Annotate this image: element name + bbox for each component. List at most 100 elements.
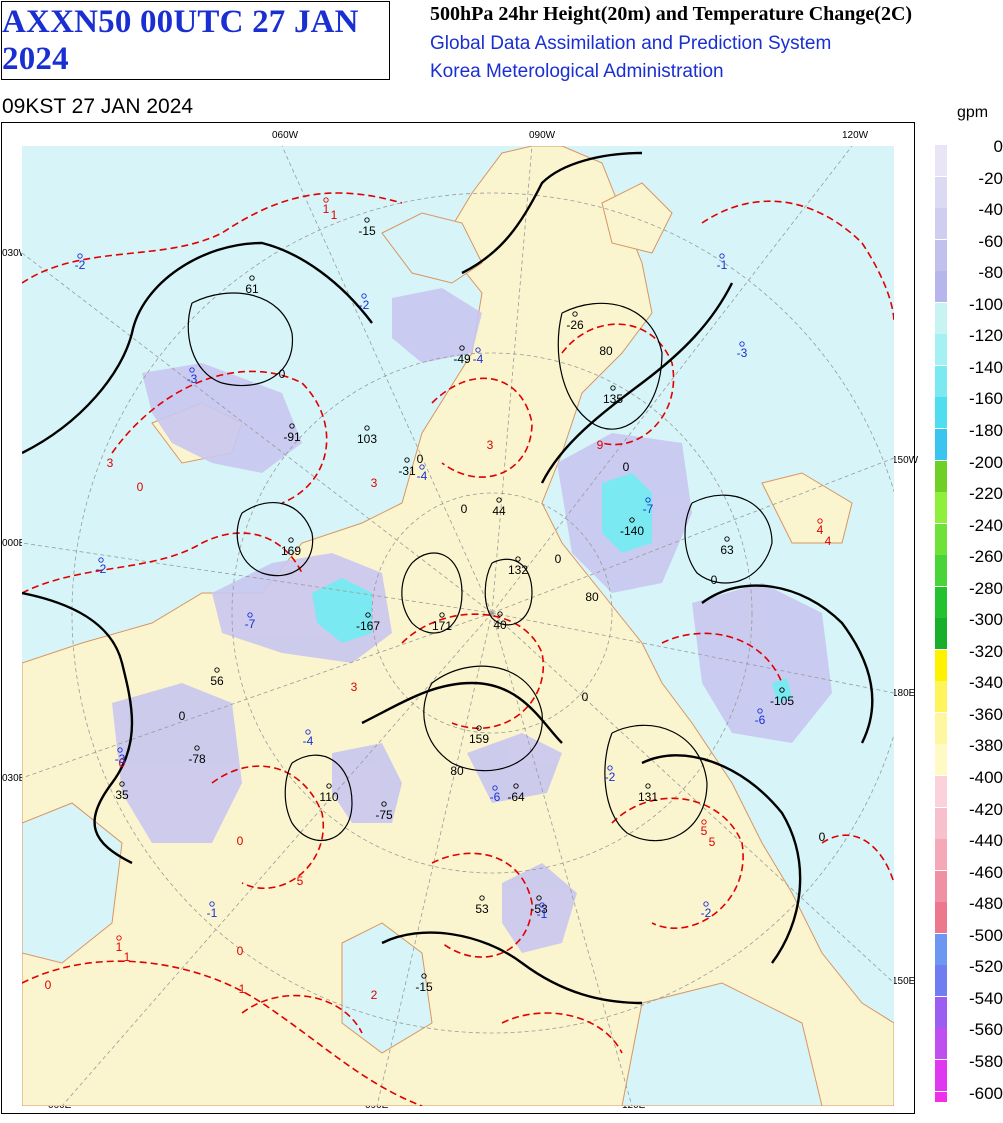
center-marker (610, 385, 616, 391)
height-change-center: -31 (398, 464, 416, 478)
legend-label: -120 (968, 326, 1003, 346)
legend-swatch (935, 1091, 947, 1102)
legend-entry: -460 (935, 863, 1003, 902)
center-marker (739, 341, 745, 347)
center-marker (419, 464, 425, 470)
legend-label: -600 (968, 1083, 1003, 1103)
chart-title: 500hPa 24hr Height(20m) and Temperature … (430, 3, 913, 25)
legend-entry: -500 (935, 926, 1003, 965)
legend-entry: -440 (935, 831, 1003, 871)
legend-swatch (935, 933, 947, 965)
temperature-change-center: -7 (643, 502, 654, 516)
center-marker (439, 612, 445, 618)
legend-entry: -400 (935, 768, 1003, 807)
center-marker (288, 537, 294, 543)
temperature-contour-label: 0 (137, 480, 144, 494)
height-change-center: -64 (507, 790, 525, 804)
legend-swatch (935, 365, 947, 397)
legend-swatch (935, 618, 947, 650)
center-marker (361, 293, 367, 299)
legend-entry: -360 (935, 705, 1003, 744)
center-marker (116, 935, 122, 941)
temperature-contour-label: 0 (45, 978, 52, 992)
legend-label: -220 (968, 484, 1003, 504)
center-marker (289, 423, 295, 429)
lon-label-top: 060W (272, 130, 299, 141)
legend-swatch (935, 649, 947, 681)
temperature-change-center: -2 (96, 562, 107, 576)
legend-swatch (935, 1059, 947, 1091)
edge-label-right: 180E (892, 688, 916, 699)
height-change-center: 110 (319, 790, 338, 804)
temperature-contour-label: 0 (119, 756, 126, 770)
temperature-contour-label: 3 (487, 438, 494, 452)
water-bodies (22, 802, 823, 1106)
center-marker (724, 536, 730, 542)
height-change-center: -15 (415, 980, 433, 994)
center-marker (629, 517, 635, 523)
legend-label: -520 (968, 957, 1003, 977)
center-marker (459, 345, 465, 351)
legend-entry: -240 (935, 516, 1003, 555)
center-marker (326, 783, 332, 789)
height-change-center: -167 (356, 619, 380, 633)
legend-label: -160 (968, 389, 1003, 409)
legend-swatch (935, 712, 947, 744)
legend-swatch (935, 239, 947, 271)
center-marker (497, 611, 503, 617)
legend-label: -40 (978, 200, 1003, 220)
center-marker (492, 785, 498, 791)
legend-entry: -520 (935, 957, 1003, 997)
legend-label: -540 (968, 988, 1003, 1008)
legend-entry: -200 (935, 453, 1003, 492)
height-change-center: -53 (530, 902, 548, 916)
legend-entry: -340 (935, 673, 1003, 713)
legend-label: -480 (968, 894, 1003, 914)
center-marker (77, 253, 83, 259)
temperature-change-center: 1 (323, 202, 330, 216)
legend-swatch (935, 428, 947, 460)
legend-swatch (935, 397, 947, 429)
legend-swatch (935, 586, 947, 618)
height-change-center: 159 (469, 732, 489, 746)
center-marker (645, 497, 651, 503)
center-marker (249, 275, 255, 281)
temperature-contour-label: 1 (331, 208, 338, 222)
legend-entry: -120 (935, 326, 1003, 366)
height-change-center: 35 (115, 788, 129, 802)
center-marker (365, 612, 371, 618)
temperature-change-center: -2 (701, 906, 712, 920)
legend-entry: -420 (935, 800, 1003, 839)
height-change-center: 44 (492, 504, 506, 518)
legend-swatch (935, 271, 947, 303)
legend-entry: -160 (935, 389, 1003, 429)
temperature-contour-label: 3 (107, 456, 114, 470)
legend-label: -580 (968, 1051, 1003, 1071)
temperature-contours (22, 192, 894, 1106)
height-change-center: 63 (720, 543, 734, 557)
legend-swatch (935, 996, 947, 1028)
edge-label-left: 030E (2, 773, 26, 784)
legend-entry: -20 (935, 169, 1003, 208)
product-code-box: AXXN50 00UTC 27 JAN 2024 (1, 1, 390, 80)
strong-fall-shading (312, 473, 792, 703)
center-marker (364, 217, 370, 223)
temperature-center-group: 1 -2 -2 -1 -3 -4 -3 -4 -7 4 -2 -7 -6 -3 -4 -2 -6 5 -1 -2 -1 1 (75, 197, 824, 954)
height-contour-label: 80 (450, 764, 464, 778)
temperature-change-center: 4 (817, 523, 824, 537)
edge-label-left: 000E (2, 538, 26, 549)
legend-entry: -60 (935, 232, 1003, 271)
center-marker (536, 895, 542, 901)
height-change-center: -105 (770, 694, 794, 708)
legend-label: -320 (968, 641, 1003, 661)
system-name: Global Data Assimilation and Prediction … (430, 33, 832, 54)
temperature-contour-label: 9 (597, 438, 604, 452)
legend-entry: -280 (935, 579, 1003, 618)
legend-label: -140 (968, 357, 1003, 377)
legend-label: -460 (968, 862, 1003, 882)
legend-swatch (935, 523, 947, 555)
center-marker (214, 667, 220, 673)
legend-label: -340 (968, 673, 1003, 693)
legend-entry: -320 (935, 642, 1003, 681)
